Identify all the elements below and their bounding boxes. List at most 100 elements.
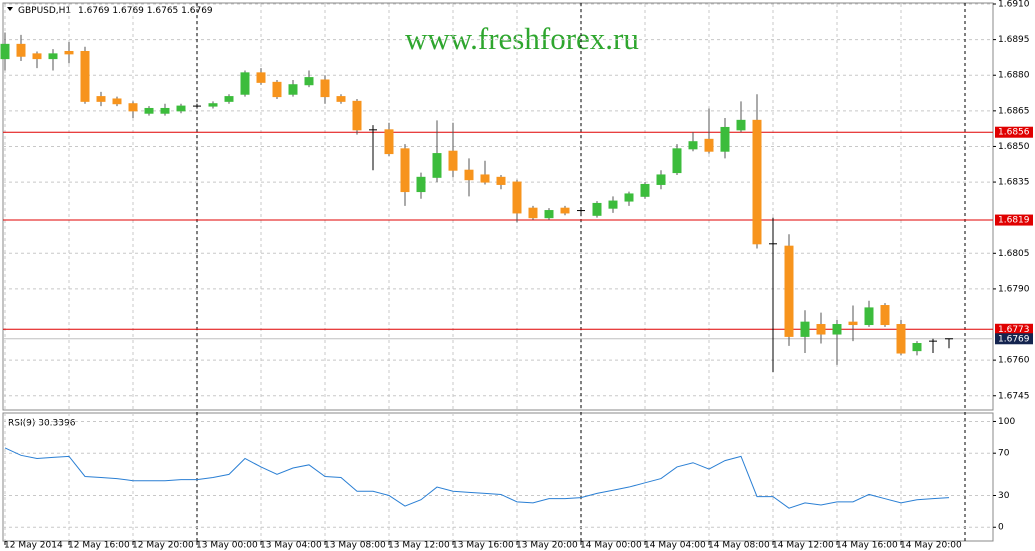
x-tick-label: 14 May 00:00 — [580, 541, 642, 551]
candle-body — [816, 324, 826, 335]
candle-body — [416, 176, 426, 193]
x-tick-label: 12 May 16:00 — [68, 541, 130, 551]
candle-body — [448, 150, 458, 171]
candle-body — [672, 148, 682, 174]
level-tag — [995, 323, 1033, 335]
header-low: 1.6765 — [147, 6, 179, 16]
candle-body — [704, 138, 714, 152]
candle-body — [688, 141, 698, 150]
candle-body — [32, 53, 42, 60]
y-tick-label: 1.6850 — [998, 142, 1030, 152]
candle-body — [320, 79, 330, 98]
candle-body — [512, 181, 522, 214]
y-tick-label: 1.6865 — [998, 106, 1030, 116]
x-tick-label: 13 May 08:00 — [324, 541, 386, 551]
candle-body — [384, 129, 394, 155]
y-tick-label: 1.6880 — [998, 71, 1030, 81]
rsi-line — [4, 447, 950, 509]
candle-body — [432, 153, 442, 178]
candle-body — [304, 77, 314, 86]
candle-body — [272, 81, 282, 98]
candle-body — [464, 169, 474, 181]
candle-body — [128, 103, 138, 112]
candle-body — [848, 321, 858, 326]
candle-body — [176, 105, 186, 112]
level-label: 1.6773 — [998, 325, 1030, 335]
y-tick-label: 1.6805 — [998, 249, 1030, 259]
candle-body — [544, 210, 554, 219]
y-tick-label: 1.6760 — [998, 356, 1030, 366]
level-tag — [995, 126, 1033, 138]
x-tick-label: 13 May 16:00 — [452, 541, 514, 551]
candle-body — [400, 148, 410, 193]
rsi-title: RSI(9) 30.3396 — [8, 419, 76, 429]
candle-body — [560, 207, 570, 214]
candle-body — [640, 183, 650, 197]
candle-body — [784, 245, 794, 337]
candle-body — [608, 200, 618, 209]
candle-body — [896, 324, 906, 354]
candle-body — [16, 43, 26, 57]
y-tick-label: 1.6790 — [998, 284, 1030, 294]
candle-body — [240, 72, 250, 95]
header: GBPUSD,H1 1.6769 1.6769 1.6765 1.6769 — [18, 6, 213, 16]
x-tick-label: 13 May 00:00 — [196, 541, 258, 551]
candle-body — [800, 321, 810, 337]
x-tick-label: 14 May 20:00 — [900, 541, 962, 551]
candle-body — [288, 84, 298, 95]
x-tick-label: 14 May 04:00 — [644, 541, 706, 551]
candle-body — [352, 100, 362, 131]
candle-body — [832, 324, 842, 335]
x-tick-label: 13 May 04:00 — [260, 541, 322, 551]
x-tick-label: 14 May 08:00 — [708, 541, 770, 551]
watermark: www.freshforex.ru — [405, 21, 639, 56]
y-tick-label: 1.6895 — [998, 35, 1030, 45]
rsi-panel — [2, 412, 994, 542]
y-tick-label: 100 — [998, 417, 1015, 427]
candle-body — [912, 343, 922, 352]
candle-body — [144, 107, 154, 114]
y-tick-label: 0 — [998, 523, 1004, 533]
candle-body — [96, 96, 106, 102]
x-tick-label: 14 May 16:00 — [836, 541, 898, 551]
candle-body — [480, 174, 490, 183]
candle-body — [496, 176, 506, 185]
level-tag — [995, 214, 1033, 226]
candle-body — [112, 98, 122, 105]
x-tick-label: 13 May 20:00 — [516, 541, 578, 551]
candle-body — [720, 126, 730, 152]
x-tick-label: 13 May 12:00 — [388, 541, 450, 551]
y-tick-label: 1.6745 — [998, 391, 1030, 401]
candle-body — [736, 119, 746, 131]
candle-body — [880, 305, 890, 326]
header-open: 1.6769 — [78, 6, 110, 16]
candle-body — [224, 96, 234, 102]
y-tick-label: 70 — [998, 449, 1010, 459]
candle-body — [336, 96, 346, 102]
price-panel — [2, 2, 994, 411]
candle-body — [864, 307, 874, 326]
y-tick-label: 30 — [998, 491, 1010, 501]
last-price-tag — [995, 333, 1033, 345]
candle-body — [0, 43, 10, 60]
level-label: 1.6856 — [998, 128, 1030, 138]
candle-body — [64, 50, 74, 55]
candle-body — [208, 103, 218, 107]
candle-body — [160, 107, 170, 114]
x-tick-label: 12 May 20:00 — [132, 541, 194, 551]
y-tick-label: 1.6835 — [998, 178, 1030, 188]
candle-body — [592, 202, 602, 216]
candle-body — [752, 119, 762, 245]
candle-body — [624, 193, 634, 202]
x-tick-label: 12 May 2014 — [4, 541, 63, 551]
candle-body — [528, 207, 538, 219]
candle-body — [656, 174, 666, 185]
y-tick-label: 1.6910 — [998, 0, 1030, 10]
symbol: GBPUSD,H1 — [18, 6, 71, 16]
level-label: 1.6819 — [998, 216, 1030, 226]
candle-body — [80, 50, 90, 102]
x-tick-label: 14 May 12:00 — [772, 541, 834, 551]
candle-body — [256, 72, 266, 83]
candle-body — [48, 53, 58, 60]
